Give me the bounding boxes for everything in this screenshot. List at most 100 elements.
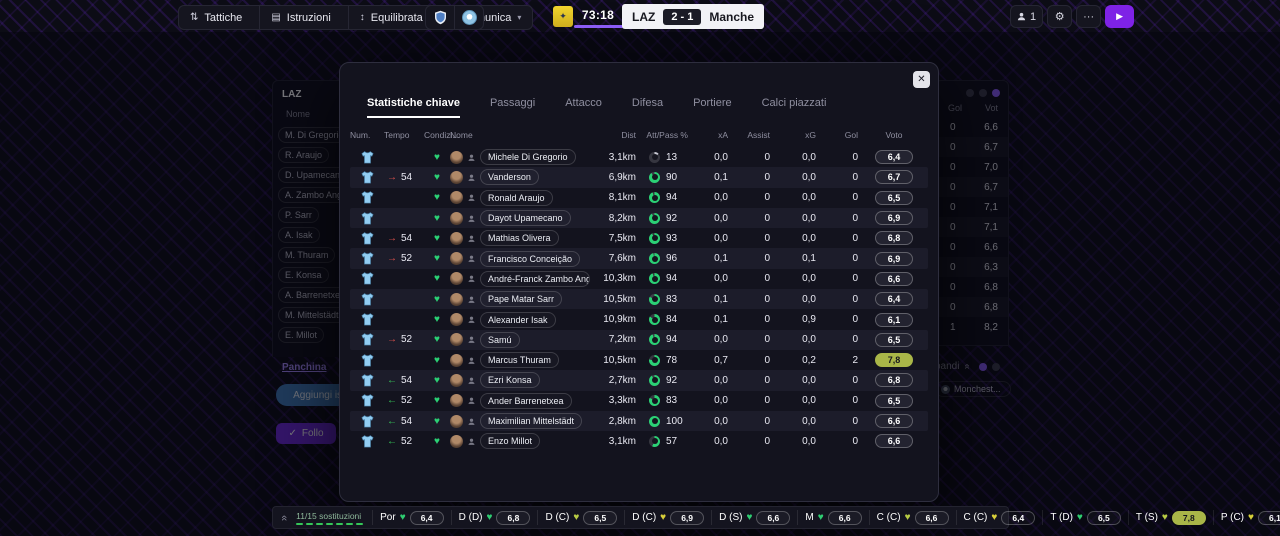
distance-value: 3,1km [608,435,636,447]
position-rating-item[interactable]: C (C) ♥ 6,4 [955,510,1043,525]
continue-play-button[interactable]: ▶ [1105,5,1135,28]
expand-chevrons-icon[interactable]: « [278,514,291,521]
player-stats-row[interactable]: ♥ Marcus Thuram 10,5km 78 0,7 0 [350,350,928,370]
gol-value: 0 [852,253,858,265]
player-stats-row[interactable]: → 52 ♥ Francisco Conceição 7,6km [350,248,928,269]
position-rating-item[interactable]: D (D) ♥ 6,8 [450,510,538,525]
player-stats-row[interactable]: → 54 ♥ Vanderson 6,9km 90 [350,167,928,188]
distance-value: 8,2km [608,212,636,224]
distance-value: 2,7km [608,374,636,386]
player-stats-row[interactable]: ← 54 ♥ Ezri Konsa 2,7km 92 [350,370,928,391]
position-rating-item[interactable]: C (C) ♥ 6,6 [868,510,956,525]
player-stats-row[interactable]: ♥ André-Franck Zambo Anguissa 10,3km 94 … [350,269,928,289]
away-club-crest-button[interactable] [455,6,483,29]
spectators-button[interactable]: 1 [1010,5,1044,28]
xa-value: 0,0 [714,435,728,447]
stats-tab[interactable]: Difesa [631,97,664,109]
player-stats-row[interactable]: ← 52 ♥ Ander Barrenetxea 3,3km 83 [350,391,928,411]
condition-heart-icon: ♥ [434,354,440,366]
position-rating-badge: 6,8 [496,510,531,525]
match-rating-badge: 6,8 [875,231,913,246]
pass-completion-value: 90 [666,171,678,183]
player-name[interactable]: Samú [480,331,520,348]
gol-value: 0 [852,171,858,183]
player-stats-row[interactable]: ♥ Pape Matar Sarr 10,5km 83 0,1 0 [350,289,928,310]
xa-value: 0,0 [714,273,728,285]
team-shirt-icon [361,232,373,245]
xg-value: 0,1 [802,253,816,265]
stats-tab[interactable]: Statistiche chiave [367,97,460,118]
topbar-button[interactable]: ▤ Istruzioni [260,6,349,29]
pass-completion-ring [649,374,660,386]
player-name[interactable]: Francisco Conceição [480,250,581,267]
profile-icon [468,194,475,202]
topbar-button[interactable]: ⇅ Tattiche [179,6,261,29]
substitution-minute: 54 [401,171,413,183]
player-stats-row[interactable]: ← 52 ♥ Enzo Millot 3,1km 57 [350,431,928,451]
player-avatar [450,150,463,164]
position-rating-item[interactable]: P (C) ♥ 6,1 [1212,510,1280,525]
position-rating-item[interactable]: D (C) ♥ 6,9 [624,510,711,525]
substitution-slots [296,522,364,525]
player-name[interactable]: Pape Matar Sarr [480,291,563,308]
gol-value: 0 [852,232,858,244]
xa-value: 0,0 [714,334,728,346]
stats-column-header: Dist [621,130,636,140]
team-shirt-icon [361,434,373,448]
player-name[interactable]: Marcus Thuram [480,352,559,369]
pass-completion-value: 92 [666,212,678,224]
player-stats-row[interactable]: → 54 ♥ Mathias Olivera 7,5km 93 [350,228,928,248]
position-rating-item[interactable]: Por ♥ 6,4 [372,510,451,525]
xg-value: 0,9 [802,314,816,326]
player-stats-row[interactable]: ♥ Dayot Upamecano 8,2km 92 0,0 0 [350,207,928,229]
stats-column-header: Nome [450,130,473,140]
assist-value: 0 [764,435,770,447]
scoreboard[interactable]: LAZ 2 - 1 Manche [622,4,765,29]
pass-completion-ring [649,212,660,224]
close-button[interactable]: ✕ [913,71,930,88]
xg-value: 0,2 [802,354,816,366]
pass-completion-ring [649,415,660,427]
position-rating-badge: 6,6 [914,510,949,525]
stats-tab[interactable]: Portiere [693,97,732,109]
player-name[interactable]: André-Franck Zambo Anguissa [480,270,590,287]
stats-tab[interactable]: Calci piazzati [761,97,827,109]
player-name[interactable]: Ronald Araujo [480,189,553,206]
player-name[interactable]: Dayot Upamecano [480,210,571,227]
position-label: P (C) [1220,512,1244,523]
match-rating-badge: 6,6 [875,414,913,428]
player-name[interactable]: Enzo Millot [480,433,541,450]
player-stats-row[interactable]: ♥ Ronald Araujo 8,1km 94 0,0 0 [350,188,928,208]
player-name[interactable]: Vanderson [480,169,539,186]
more-options-button[interactable]: ··· [1076,5,1102,28]
xg-value: 0,0 [802,415,816,427]
xa-value: 0,0 [714,192,728,204]
pass-completion-value: 93 [666,232,678,244]
player-name[interactable]: Ander Barrenetxea [480,392,572,409]
player-name[interactable]: Maximilian Mittelstädt [480,413,583,429]
xa-value: 0,1 [714,314,728,326]
profile-icon [468,154,475,161]
settings-button[interactable]: ⚙ [1047,5,1073,28]
player-name[interactable]: Ezri Konsa [480,372,540,389]
xa-value: 0,0 [714,232,728,244]
xa-value: 0,1 [714,253,728,265]
position-rating-item[interactable]: T (S) ♥ 7,8 [1127,510,1213,525]
player-name[interactable]: Alexander Isak [480,311,556,328]
position-rating-item[interactable]: T (D) ♥ 6,5 [1042,510,1128,525]
stats-tab[interactable]: Passaggi [489,97,536,109]
player-name[interactable]: Mathias Olivera [480,230,559,247]
position-rating-item[interactable]: D (C) ♥ 6,5 [537,510,624,525]
condition-heart-icon: ♥ [434,374,440,386]
stats-tab[interactable]: Attacco [565,97,602,109]
player-name[interactable]: Michele Di Gregorio [480,149,576,166]
home-club-crest-button[interactable] [426,6,455,29]
player-stats-row[interactable]: ♥ Michele Di Gregorio 3,1km 13 0,0 [350,147,928,167]
player-stats-row[interactable]: ♥ Alexander Isak 10,9km 84 0,1 0 [350,309,928,329]
player-stats-row[interactable]: ← 54 ♥ Maximilian Mittelstädt 2,8km [350,410,928,432]
assist-value: 0 [764,192,770,204]
position-rating-item[interactable]: D (S) ♥ 6,6 [711,510,797,525]
player-stats-row[interactable]: → 52 ♥ Samú 7,2km 94 [350,329,928,350]
position-rating-item[interactable]: M ♥ 6,6 [797,510,868,525]
pass-completion-value: 92 [666,374,678,386]
